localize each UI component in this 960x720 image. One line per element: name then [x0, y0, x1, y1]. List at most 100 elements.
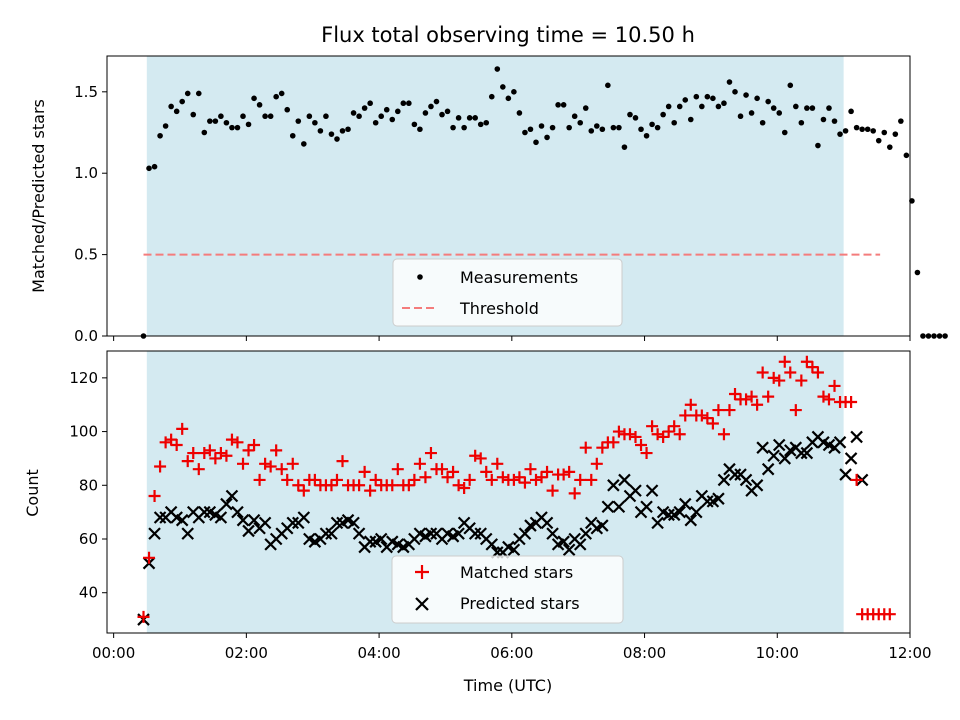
measurement-point [787, 82, 794, 89]
predicted-star-point [297, 511, 311, 524]
x-tick-label: 04:00 [357, 644, 400, 662]
measurement-point [566, 124, 572, 131]
measurement-point [444, 108, 451, 115]
predicted-star-point [701, 495, 714, 508]
matched-star-point [507, 473, 520, 486]
measurement-point [544, 134, 550, 141]
matched-star-point [557, 468, 570, 481]
matched-star-point [353, 479, 366, 492]
matched-star-point [413, 457, 426, 470]
predicted-star-point [850, 430, 863, 444]
top-y-tick-label: 1.0 [74, 164, 98, 182]
x-tick-label: 00:00 [92, 644, 135, 662]
matched-star-point [447, 465, 460, 478]
top-legend: Measurements Threshold [392, 258, 623, 327]
measurement-point [522, 129, 528, 136]
measurement-point [433, 98, 440, 105]
matched-star-point [458, 481, 471, 494]
matched-star-point [745, 390, 758, 403]
matched-star-point [480, 465, 493, 478]
matched-star-point [308, 473, 321, 486]
matched-star-point [806, 361, 819, 374]
legend-measurements-marker [417, 274, 423, 280]
matched-star-point [441, 471, 454, 484]
matched-star-point [623, 428, 636, 441]
measurement-point [207, 118, 213, 124]
matched-star-point [181, 455, 194, 468]
measurement-point [350, 110, 357, 116]
measurement-point [560, 102, 567, 108]
measurement-point [699, 103, 705, 110]
matched-star-point [220, 449, 233, 462]
measurement-point [483, 119, 490, 126]
matched-star-point [811, 366, 824, 379]
matched-star-point [662, 425, 675, 438]
predicted-star-point [573, 538, 587, 551]
measurement-point [245, 121, 252, 128]
measurement-point [687, 116, 694, 123]
matched-star-point [170, 439, 183, 451]
predicted-star-point [181, 527, 195, 540]
measurement-point [892, 131, 899, 137]
matched-star-point [712, 404, 725, 417]
measurement-point [428, 103, 434, 110]
predicted-star-point [728, 468, 742, 481]
measurement-point [660, 111, 666, 118]
matched-star-point [817, 390, 830, 403]
measurement-point [610, 124, 617, 131]
predicted-star-point [198, 505, 211, 519]
bottom-y-tick-label: 100 [69, 423, 98, 441]
predicted-star-point [712, 492, 725, 505]
measurement-point [267, 113, 274, 120]
measurement-point [229, 124, 235, 131]
matched-star-point [657, 430, 670, 443]
measurement-point [455, 115, 462, 121]
predicted-star-point [236, 513, 250, 527]
measurement-point [582, 105, 589, 111]
matched-star-point [408, 473, 421, 486]
measurement-point [317, 128, 324, 134]
predicted-star-point [325, 527, 338, 540]
measurement-point [157, 132, 163, 139]
measurement-point [356, 113, 362, 120]
matched-star-point [264, 460, 277, 473]
matched-star-point [518, 476, 531, 489]
matched-star-point [148, 490, 161, 503]
measurements-series [140, 66, 948, 339]
predicted-star-point [546, 527, 559, 540]
measurement-point [886, 144, 893, 150]
predicted-star-point [220, 497, 233, 511]
bottom-y-tick-label: 80 [79, 476, 98, 494]
matched-star-point [419, 471, 432, 484]
measurement-point [234, 124, 241, 131]
predicted-star-point [175, 513, 189, 527]
measurement-point [605, 82, 611, 89]
matched-star-point [143, 551, 156, 564]
measurement-point [616, 124, 622, 131]
measurement-point [173, 108, 180, 115]
matched-star-point [784, 366, 797, 379]
measurement-point [301, 141, 307, 147]
measurement-point [383, 106, 390, 113]
predicted-star-point [750, 479, 764, 492]
measurement-point [588, 128, 595, 134]
top-y-axis-label: Matched/Predicted stars [29, 99, 48, 293]
matched-star-point [850, 473, 863, 486]
measurement-point [748, 110, 755, 116]
measurement-point [671, 119, 677, 126]
matched-star-point [706, 417, 719, 430]
legend-threshold-label: Threshold [459, 299, 539, 318]
matched-star-point [701, 412, 714, 425]
measurement-point [323, 113, 329, 120]
predicted-star-point [247, 513, 261, 527]
measurement-point [312, 119, 318, 126]
legend-matched-marker [415, 565, 429, 579]
predicted-star-point [153, 511, 167, 524]
matched-star-point [695, 409, 708, 422]
legend-predicted-label: Predicted stars [460, 594, 580, 613]
measurement-point [809, 105, 816, 111]
measurement-point [251, 95, 257, 102]
measurement-point [422, 110, 429, 116]
measurement-point [162, 123, 169, 129]
predicted-star-point [778, 452, 792, 465]
